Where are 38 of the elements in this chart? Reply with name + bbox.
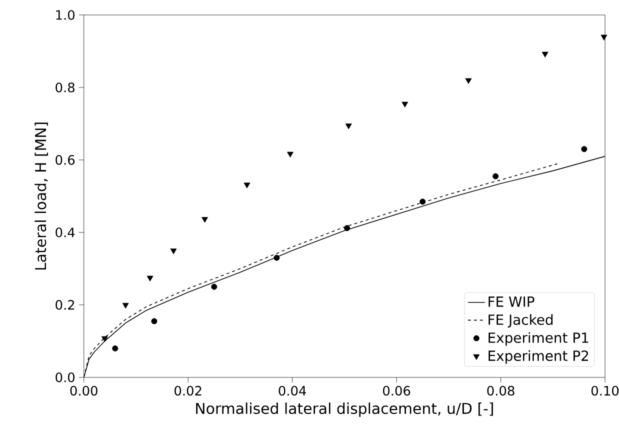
point [151,318,158,324]
legend-label: FE Jacked [488,314,553,328]
x-tick-label: 0.00 [70,386,98,396]
point [202,216,208,223]
legend-label: FE WIP [488,296,534,307]
x-tick-label: 0.04 [278,386,306,396]
y-tick-label: 0.6 [56,154,75,165]
x-tick-label: 0.02 [174,386,202,396]
point [345,123,352,130]
point [600,34,608,40]
x-tick-label: 0.10 [591,386,619,396]
point [146,276,154,282]
legend-label: Experiment P1 [488,332,588,346]
point [492,173,499,180]
point [542,52,548,58]
point [170,248,177,254]
point [274,254,280,261]
legend-label: Experiment P2 [488,350,588,364]
point [101,336,108,342]
point [112,345,118,352]
point [122,302,129,308]
y-tick-label: 0.4 [56,227,75,238]
point [211,284,218,290]
point [581,146,588,152]
point [420,198,426,204]
point [344,224,350,231]
x-tick-label: 0.06 [383,386,410,396]
y-tick-label: 1.0 [56,10,74,20]
point [402,102,408,108]
point [287,152,294,158]
y-axis-title: Lateral load, H [MN] [34,122,48,270]
y-tick-label: 0.0 [56,372,74,382]
x-tick-label: 0.08 [487,386,514,396]
y-tick-label: 0.8 [56,82,74,92]
x-axis-title: Normalised lateral displacement, u/D [-] [196,402,493,417]
y-tick-label: 0.2 [56,300,74,310]
point [465,78,472,84]
point [244,182,250,188]
